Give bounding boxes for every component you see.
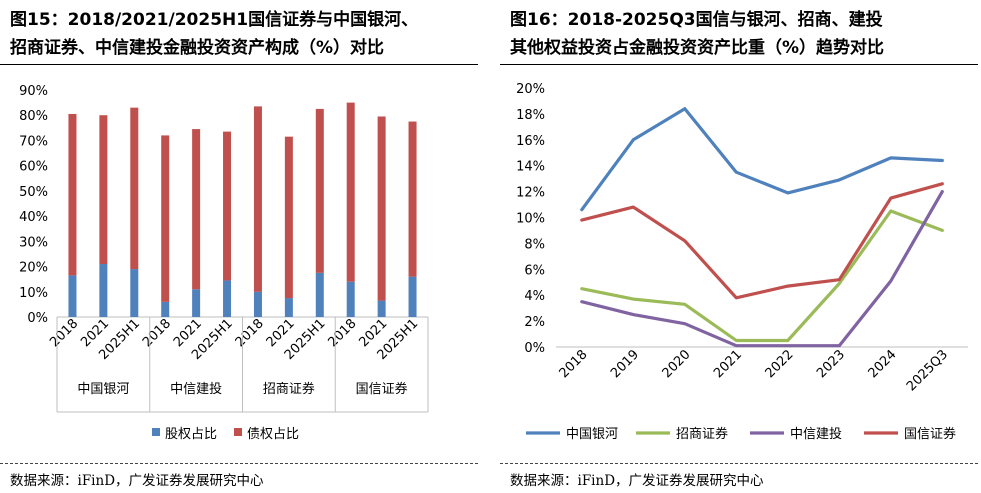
right-chart-title: 图16：2018-2025Q3国信与银河、招商、建投 其他权益投资占金融投资资产… (510, 6, 980, 62)
bar-equity (315, 272, 324, 317)
bar-equity (253, 291, 262, 317)
group-label: 中国银河 (77, 382, 129, 397)
left-title-line2: 招商证券、中信建投金融投资资产构成（%）对比 (10, 38, 385, 58)
x-tick-label: 2021 (711, 347, 745, 381)
bar-bond (99, 115, 108, 265)
group-label: 国信证券 (356, 381, 408, 397)
bar-bond (346, 102, 355, 282)
left-source-note: 数据来源：iFinD，广发证券发展研究中心 (10, 473, 264, 489)
y-tick-label: 2% (524, 315, 545, 330)
left-title-divider (0, 64, 478, 65)
y-tick-label: 0% (27, 311, 48, 326)
left-footer-divider (0, 463, 478, 464)
left-panel: 图15：2018/2021/2025H1国信证券与中国银河、 招商证券、中信建投… (0, 0, 481, 493)
legend-swatch-bond (234, 428, 242, 436)
bar-equity (68, 275, 77, 317)
x-category-label: 2018 (140, 316, 174, 350)
legend-label-3: 国信证券 (904, 426, 956, 442)
y-tick-label: 4% (524, 289, 545, 304)
x-tick-label: 2022 (763, 347, 797, 381)
bar-equity (161, 301, 170, 317)
series-line-3 (580, 182, 944, 300)
legend-label-2: 中信建投 (790, 426, 842, 442)
y-tick-label: 90% (19, 84, 48, 99)
bar-equity (130, 269, 139, 317)
y-tick-label: 0% (524, 341, 545, 356)
bar-equity (223, 280, 232, 317)
bar-equity (192, 289, 201, 317)
stacked-bar-chart: 0%10%20%30%40%50%60%70%80%90%20182021202… (19, 84, 429, 442)
bar-equity (99, 264, 108, 317)
bar-bond (130, 107, 139, 270)
right-source-note: 数据来源：iFinD，广发证券发展研究中心 (510, 473, 764, 489)
right-panel: 图16：2018-2025Q3国信与银河、招商、建投 其他权益投资占金融投资资产… (500, 0, 981, 493)
bar-equity (284, 298, 293, 317)
x-category-label: 2018 (47, 316, 81, 350)
x-tick-label: 2018 (557, 347, 591, 381)
left-chart-title: 图15：2018/2021/2025H1国信证券与中国银河、 招商证券、中信建投… (10, 6, 480, 62)
series-line-1 (580, 209, 944, 343)
y-tick-label: 20% (516, 82, 545, 97)
y-tick-label: 8% (524, 237, 545, 252)
y-tick-label: 30% (19, 235, 48, 250)
bar-bond (161, 135, 170, 302)
legend-label-bond: 债权占比 (247, 426, 299, 442)
bar-bond (408, 121, 417, 277)
right-title-divider (500, 64, 978, 65)
x-tick-label: 2024 (866, 347, 900, 381)
y-tick-label: 18% (516, 108, 545, 123)
bar-bond (284, 136, 293, 299)
x-tick-label: 2020 (660, 347, 694, 381)
bar-bond (377, 116, 386, 301)
y-tick-label: 14% (516, 160, 545, 175)
y-tick-label: 16% (516, 134, 545, 149)
legend-swatch-equity (152, 428, 160, 436)
legend-label-1: 招商证券 (676, 426, 728, 442)
x-tick-label: 2023 (814, 347, 848, 381)
right-title-line2: 其他权益投资占金融投资资产比重（%）趋势对比 (510, 38, 885, 58)
line-chart: 0% 2% 4% 6% 8% 10% 12% 14% 16% 18% 20% 2018 2019 2020… (516, 82, 968, 442)
series-line-2 (580, 189, 944, 348)
series-line-0 (580, 107, 944, 212)
legend-label-0: 中国银河 (566, 427, 618, 442)
right-title-line1: 图16：2018-2025Q3国信与银河、招商、建投 (510, 10, 883, 30)
x-category-label: 2018 (326, 316, 360, 350)
bar-equity (346, 281, 355, 317)
y-tick-label: 6% (524, 263, 545, 278)
y-tick-label: 70% (19, 134, 48, 149)
left-title-line1: 图15：2018/2021/2025H1国信证券与中国银河、 (10, 10, 419, 30)
bar-bond (223, 131, 232, 281)
y-tick-label: 12% (516, 186, 545, 201)
bar-bond (315, 108, 324, 273)
x-tick-label: 2019 (608, 347, 642, 381)
y-tick-label: 40% (19, 210, 48, 225)
y-tick-label: 20% (19, 261, 48, 276)
bar-bond (192, 129, 201, 290)
y-tick-label: 10% (19, 286, 48, 301)
y-tick-label: 50% (19, 185, 48, 200)
bar-bond (68, 113, 77, 276)
group-label: 中信建投 (170, 381, 222, 397)
x-tick-label: 2025Q3 (904, 347, 951, 394)
group-label: 招商证券 (263, 381, 315, 397)
legend-label-equity: 股权占比 (165, 426, 217, 442)
x-category-label: 2018 (233, 316, 267, 350)
y-tick-label: 10% (516, 212, 545, 227)
right-footer-divider (500, 463, 978, 464)
y-tick-label: 80% (19, 109, 48, 124)
bar-equity (377, 300, 386, 317)
bar-bond (253, 106, 262, 292)
bar-equity (408, 276, 417, 317)
y-tick-label: 60% (19, 160, 48, 175)
